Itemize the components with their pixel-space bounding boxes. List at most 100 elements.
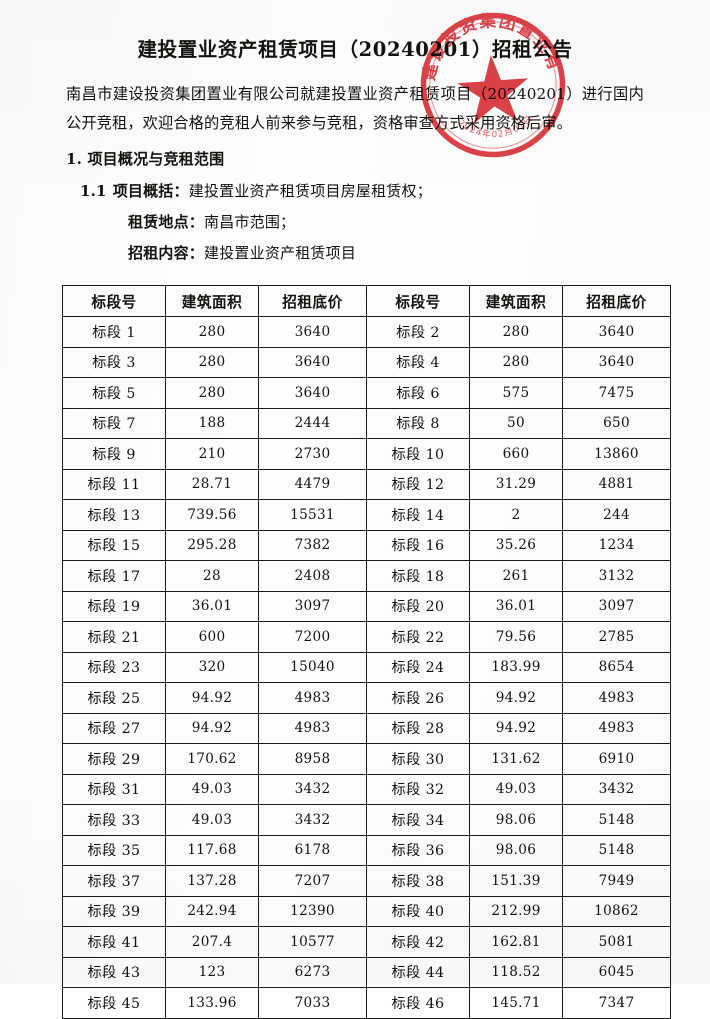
cell-lot-number: 标段 2 — [366, 316, 470, 348]
table-row: 标段 33 49.03 3432 标段 34 98.06 5148 — [62, 804, 671, 836]
document-body: 南昌市建设投资集团置业有限公司就建投置业资产租赁项目（20240201）进行国内… — [66, 80, 644, 269]
cell-building-area: 133.96 — [165, 987, 259, 1019]
table-row: 标段 23 320 15040 标段 24 183.99 8654 — [62, 651, 671, 683]
table-row: 标段 37 137.28 7207 标段 38 151.39 7949 — [62, 865, 671, 897]
cell-base-price: 3132 — [562, 560, 671, 592]
table-row: 标段 17 28 2408 标段 18 261 3132 — [62, 560, 671, 592]
table-header-row: 标段号 建筑面积 招租底价 标段号 建筑面积 招租底价 — [62, 285, 671, 317]
cell-building-area: 183.99 — [469, 651, 563, 683]
cell-base-price: 5148 — [562, 834, 671, 866]
table-row: 标段 35 117.68 6178 标段 36 98.06 5148 — [62, 834, 671, 866]
cell-lot-number: 标段 36 — [366, 834, 470, 866]
cell-base-price: 3640 — [562, 346, 671, 378]
table-row: 标段 45 133.96 7033 标段 46 145.71 7347 — [62, 987, 671, 1019]
cell-building-area: 207.4 — [165, 926, 259, 958]
cell-base-price: 4983 — [562, 682, 671, 714]
cell-lot-number: 标段 39 — [62, 895, 166, 927]
cell-building-area: 320 — [165, 651, 259, 683]
cell-lot-number: 标段 41 — [62, 926, 166, 958]
cell-building-area: 600 — [165, 621, 259, 653]
cell-building-area: 118.52 — [469, 956, 563, 988]
cell-lot-number: 标段 17 — [62, 560, 166, 592]
table-row: 标段 7 188 2444 标段 8 50 650 — [62, 407, 671, 439]
cell-base-price: 4983 — [258, 712, 367, 744]
cell-lot-number: 标段 19 — [62, 590, 166, 622]
cell-building-area: 261 — [469, 560, 563, 592]
cell-building-area: 94.92 — [165, 712, 259, 744]
cell-building-area: 123 — [165, 956, 259, 988]
cell-building-area: 151.39 — [469, 865, 563, 897]
cell-lot-number: 标段 44 — [366, 956, 470, 988]
cell-base-price: 4983 — [258, 682, 367, 714]
table-row: 标段 39 242.94 12390 标段 40 212.99 10862 — [62, 895, 671, 927]
cell-base-price: 15531 — [258, 499, 367, 531]
cell-lot-number: 标段 21 — [62, 621, 166, 653]
item-1-1-label: 项目概括： — [112, 182, 189, 200]
cell-lot-number: 标段 35 — [62, 834, 166, 866]
cell-lot-number: 标段 20 — [366, 590, 470, 622]
table-row: 标段 15 295.28 7382 标段 16 35.26 1234 — [62, 529, 671, 561]
cell-lot-number: 标段 38 — [366, 865, 470, 897]
table-row: 标段 21 600 7200 标段 22 79.56 2785 — [62, 621, 671, 653]
cell-lot-number: 标段 10 — [366, 438, 470, 470]
cell-lot-number: 标段 46 — [366, 987, 470, 1019]
cell-base-price: 4479 — [258, 468, 367, 500]
cell-building-area: 145.71 — [469, 987, 563, 1019]
table-column-header-1: 建筑面积 — [165, 285, 259, 317]
table-row: 标段 43 123 6273 标段 44 118.52 6045 — [62, 956, 671, 988]
lots-table-body: 标段 1 280 3640 标段 2 280 3640 标段 3 280 3640 标段 4 280… — [62, 316, 671, 1019]
item-1-1-value: 建投置业资产租赁项目房屋租赁权； — [188, 182, 432, 200]
table-row: 标段 25 94.92 4983 标段 26 94.92 4983 — [62, 682, 671, 714]
section-heading-1: 1. 项目概况与竞租范围 — [66, 150, 225, 168]
cell-base-price: 10862 — [562, 895, 671, 927]
cell-building-area: 117.68 — [165, 834, 259, 866]
cell-lot-number: 标段 27 — [62, 712, 166, 744]
cell-lot-number: 标段 4 — [366, 346, 470, 378]
cell-base-price: 7347 — [562, 987, 671, 1019]
cell-building-area: 49.03 — [469, 773, 563, 805]
cell-base-price: 3640 — [562, 316, 671, 348]
cell-building-area: 280 — [165, 346, 259, 378]
cell-base-price: 6273 — [258, 956, 367, 988]
table-row: 标段 27 94.92 4983 标段 28 94.92 4983 — [62, 712, 671, 744]
cell-building-area: 188 — [165, 407, 259, 439]
cell-building-area: 94.92 — [469, 712, 563, 744]
cell-building-area: 170.62 — [165, 743, 259, 775]
cell-lot-number: 标段 12 — [366, 468, 470, 500]
table-column-header-0: 标段号 — [62, 285, 166, 317]
rental-location-value: 南昌市范围； — [204, 213, 296, 231]
cell-base-price: 8958 — [258, 743, 367, 775]
cell-base-price: 2730 — [258, 438, 367, 470]
cell-lot-number: 标段 33 — [62, 804, 166, 836]
lots-table-head: 标段号 建筑面积 招租底价 标段号 建筑面积 招租底价 — [62, 285, 671, 317]
cell-lot-number: 标段 6 — [366, 377, 470, 409]
cell-lot-number: 标段 3 — [62, 346, 166, 378]
cell-lot-number: 标段 42 — [366, 926, 470, 958]
cell-base-price: 12390 — [258, 895, 367, 927]
cell-building-area: 280 — [469, 346, 563, 378]
cell-lot-number: 标段 26 — [366, 682, 470, 714]
table-row: 标段 19 36.01 3097 标段 20 36.01 3097 — [62, 590, 671, 622]
cell-base-price: 7949 — [562, 865, 671, 897]
cell-lot-number: 标段 25 — [62, 682, 166, 714]
cell-lot-number: 标段 13 — [62, 499, 166, 531]
cell-lot-number: 标段 28 — [366, 712, 470, 744]
table-row: 标段 31 49.03 3432 标段 32 49.03 3432 — [62, 773, 671, 805]
cell-building-area: 212.99 — [469, 895, 563, 927]
cell-building-area: 36.01 — [165, 590, 259, 622]
cell-building-area: 98.06 — [469, 834, 563, 866]
table-column-header-3: 标段号 — [366, 285, 470, 317]
cell-lot-number: 标段 24 — [366, 651, 470, 683]
cell-lot-number: 标段 40 — [366, 895, 470, 927]
cell-base-price: 3097 — [562, 590, 671, 622]
cell-building-area: 36.01 — [469, 590, 563, 622]
cell-lot-number: 标段 34 — [366, 804, 470, 836]
cell-base-price: 3640 — [258, 316, 367, 348]
cell-building-area: 94.92 — [469, 682, 563, 714]
cell-building-area: 575 — [469, 377, 563, 409]
cell-lot-number: 标段 1 — [62, 316, 166, 348]
cell-building-area: 162.81 — [469, 926, 563, 958]
cell-lot-number: 标段 11 — [62, 468, 166, 500]
table-column-header-5: 招租底价 — [562, 285, 671, 317]
